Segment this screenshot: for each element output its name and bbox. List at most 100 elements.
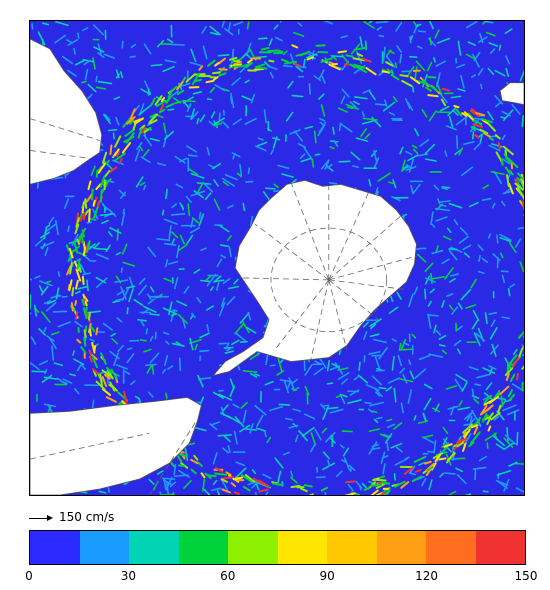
speed-streak bbox=[411, 86, 415, 93]
speed-streak bbox=[490, 319, 496, 327]
speed-streak bbox=[43, 326, 47, 333]
speed-streak bbox=[149, 313, 160, 316]
speed-streak bbox=[170, 231, 179, 239]
current-streak bbox=[494, 134, 501, 140]
speed-streak bbox=[67, 225, 70, 233]
speed-streak bbox=[138, 105, 151, 116]
current-streak bbox=[90, 188, 94, 201]
speed-streak bbox=[375, 391, 381, 397]
current-streak bbox=[345, 54, 354, 58]
current-streak bbox=[284, 60, 298, 65]
speed-streak bbox=[499, 252, 504, 259]
speed-streak bbox=[477, 68, 484, 76]
speed-streak bbox=[263, 109, 267, 124]
current-streak bbox=[457, 437, 468, 443]
speed-streak bbox=[469, 418, 476, 425]
speed-streak bbox=[44, 368, 48, 375]
speed-streak bbox=[400, 338, 407, 351]
speed-streak bbox=[90, 165, 96, 177]
speed-streak bbox=[500, 116, 506, 119]
speed-streak bbox=[346, 106, 354, 110]
speed-streak bbox=[396, 291, 402, 300]
current-streak bbox=[194, 72, 206, 76]
speed-streak bbox=[73, 387, 80, 395]
speed-streak bbox=[121, 40, 124, 49]
speed-streak bbox=[204, 192, 212, 201]
current-streak bbox=[411, 475, 423, 483]
current-streak bbox=[121, 142, 132, 154]
speed-streak bbox=[235, 467, 247, 479]
current-streak bbox=[218, 68, 228, 71]
speed-streak bbox=[441, 349, 448, 355]
speed-streak bbox=[173, 276, 179, 290]
speed-streak bbox=[156, 470, 164, 475]
speed-streak bbox=[273, 183, 280, 189]
speed-streak bbox=[413, 415, 417, 421]
speed-streak bbox=[322, 462, 335, 471]
current-streak bbox=[141, 127, 146, 134]
current-streak bbox=[472, 123, 483, 128]
speed-streak bbox=[453, 339, 462, 347]
speed-streak bbox=[432, 407, 441, 413]
speed-streak bbox=[210, 111, 216, 119]
speed-streak bbox=[464, 412, 472, 420]
speed-streak bbox=[386, 418, 393, 422]
speed-streak bbox=[303, 413, 316, 420]
speed-streak bbox=[232, 403, 240, 409]
speed-streak bbox=[208, 120, 215, 126]
current-streak bbox=[194, 78, 203, 83]
speed-streak bbox=[224, 350, 234, 354]
current-streak bbox=[483, 394, 493, 404]
speed-streak bbox=[361, 482, 367, 489]
current-streak bbox=[320, 486, 329, 492]
current-streak bbox=[455, 108, 463, 117]
speed-streak bbox=[450, 273, 459, 277]
speed-streak bbox=[371, 375, 382, 386]
speed-streak bbox=[502, 158, 510, 165]
speed-streak bbox=[145, 328, 148, 335]
speed-streak bbox=[149, 335, 154, 342]
current-streak bbox=[255, 63, 266, 69]
speed-streak bbox=[460, 74, 465, 89]
current-streak bbox=[413, 455, 427, 463]
current-streak bbox=[99, 373, 104, 388]
speed-streak bbox=[267, 65, 278, 70]
speed-streak bbox=[37, 31, 46, 46]
current-streak bbox=[426, 466, 434, 472]
speed-streak bbox=[227, 285, 239, 290]
speed-streak bbox=[178, 243, 188, 252]
current-streak bbox=[434, 454, 441, 463]
current-streak bbox=[108, 372, 114, 380]
speed-streak bbox=[297, 142, 307, 149]
speed-streak bbox=[423, 397, 432, 411]
speed-streak bbox=[353, 375, 360, 381]
current-streak bbox=[200, 472, 206, 479]
speed-streak bbox=[488, 144, 501, 152]
speed-streak bbox=[386, 441, 389, 452]
speed-streak bbox=[402, 373, 408, 384]
current-streak bbox=[508, 182, 514, 195]
speed-streak bbox=[212, 163, 222, 170]
speed-streak bbox=[191, 312, 196, 319]
speed-streak bbox=[57, 271, 61, 277]
speed-streak bbox=[115, 364, 128, 370]
speed-streak bbox=[422, 74, 428, 88]
speed-streak bbox=[141, 308, 149, 315]
speed-streak bbox=[433, 440, 437, 454]
current-streak bbox=[214, 472, 228, 476]
speed-streak bbox=[113, 96, 121, 100]
speed-streak bbox=[172, 309, 178, 312]
speed-streak bbox=[500, 270, 509, 273]
speed-streak bbox=[313, 367, 324, 376]
speed-streak bbox=[416, 45, 423, 50]
speed-streak bbox=[446, 446, 452, 453]
speed-streak bbox=[213, 120, 218, 129]
current-streak bbox=[109, 166, 118, 173]
current-streak bbox=[337, 50, 348, 54]
speed-streak bbox=[30, 336, 37, 345]
speed-streak bbox=[157, 162, 167, 167]
speed-streak bbox=[220, 478, 228, 491]
speed-streak bbox=[342, 447, 350, 457]
speed-streak bbox=[161, 477, 176, 480]
speed-streak bbox=[109, 350, 120, 360]
